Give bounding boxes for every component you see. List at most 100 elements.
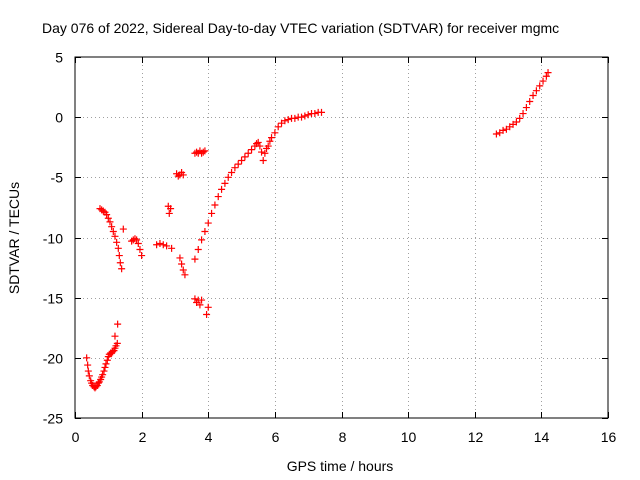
data-point [94,379,102,387]
x-tick-label: 10 [401,429,417,445]
data-point [264,142,272,150]
data-point [204,219,212,227]
x-tick-label: 14 [534,429,550,445]
y-tick-label: -25 [43,411,63,427]
x-tick-label: 8 [339,429,347,445]
data-point [199,148,207,156]
data-point [138,252,146,260]
data-point [304,111,312,119]
data-point [83,354,91,362]
data-point [111,332,119,340]
data-point [266,137,274,145]
data-point [100,367,108,375]
data-point [131,235,139,243]
x-tick-label: 6 [272,429,280,445]
data-point [532,87,540,95]
data-point [208,209,216,217]
data-point [228,169,236,177]
data-point [103,356,111,364]
data-point [133,236,141,244]
data-point [268,134,276,142]
data-point [536,82,544,90]
data-point [85,372,93,380]
data-point [167,205,175,213]
data-point [281,117,289,125]
data-point [178,260,186,268]
data-point [271,129,279,137]
y-tick-label: -15 [43,291,63,307]
data-point [104,214,112,222]
data-point [99,371,107,379]
data-point [542,72,550,80]
data-point [526,98,534,106]
data-point [499,126,507,134]
data-point [174,172,182,180]
data-point [181,271,189,279]
data-point [234,160,242,168]
data-point [201,227,209,235]
data-point [153,241,161,249]
data-point [284,116,292,124]
data-point [113,238,121,246]
data-point [231,164,239,172]
data-point [176,254,184,262]
data-point [118,265,126,273]
data-point [103,211,111,219]
data-point [99,207,107,215]
data-point [114,244,122,252]
data-point [84,367,92,375]
data-point [156,240,164,248]
data-point [516,114,524,122]
data-point [256,142,264,150]
data-point [201,147,209,155]
y-tick-label: 5 [55,50,63,66]
y-tick-label: -10 [43,231,63,247]
chart-title: Day 076 of 2022, Sidereal Day-to-day VTE… [42,20,559,36]
data-point [258,148,266,156]
y-tick-label: -20 [43,351,63,367]
data-point [106,218,114,226]
data-point [238,156,246,164]
data-point [214,193,222,201]
data-point [191,255,199,263]
data-point [221,179,229,187]
data-point [102,360,110,368]
data-point [318,108,326,116]
data-point [111,232,119,240]
data-point [274,123,282,131]
data-point [248,146,256,154]
data-point [92,383,100,391]
data-point [108,223,116,231]
data-point [244,149,252,157]
x-tick-label: 16 [601,429,617,445]
y-tick-label: -5 [51,170,64,186]
data-point [119,225,127,233]
data-point [114,320,122,328]
data-point [193,148,201,156]
data-point [165,209,173,217]
data-point [259,156,267,164]
x-tick-label: 2 [139,429,147,445]
data-point [196,301,204,309]
data-point [113,339,121,347]
data-point [134,240,142,248]
data-point [198,296,206,304]
axis-ticks [75,57,609,419]
data-point [179,266,187,274]
data-point [203,311,211,319]
grid [75,57,608,418]
data-point [298,113,306,121]
data-point [492,130,500,138]
data-point [194,246,202,254]
x-tick-label: 0 [72,429,80,445]
y-axis-tick-labels: -25 -20 -15 -10 -5 0 5 [43,50,63,427]
data-point [254,138,262,146]
data-point [136,246,144,254]
data-point [522,104,530,112]
data-point [539,77,547,85]
data-point [291,114,299,122]
data-point [544,69,552,77]
x-axis-tick-labels: 0 2 4 6 8 10 12 14 16 [72,429,617,445]
data-point [301,112,309,120]
plot-frame [74,56,609,419]
